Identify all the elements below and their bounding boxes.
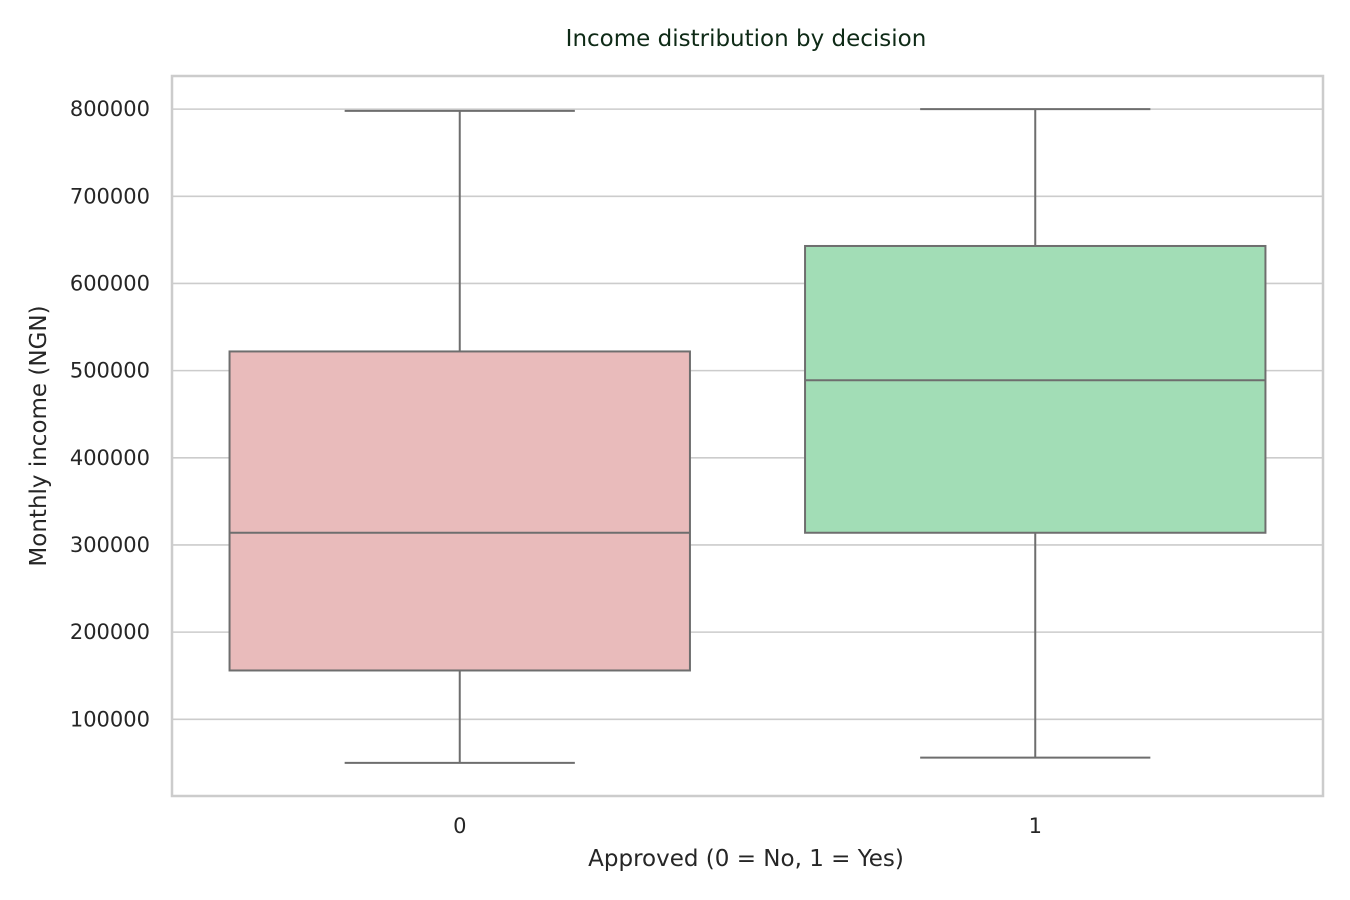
x-tick-label: 0 [453, 814, 466, 838]
y-tick-labels: 100000 200000 300000 400000 500000 600000 7000… [70, 97, 150, 731]
y-tick-label: 400000 [70, 446, 150, 470]
box-group-1 [804, 108, 1267, 759]
y-axis-label: Monthly income (NGN) [26, 305, 52, 566]
boxes [228, 108, 1267, 764]
x-axis-label: Approved (0 = No, 1 = Yes) [588, 846, 904, 872]
y-tick-label: 500000 [70, 359, 150, 383]
y-tick-label: 100000 [70, 707, 150, 731]
iqr-box [804, 244, 1267, 534]
plot-frame [170, 74, 1325, 798]
y-tick-label: 800000 [70, 97, 150, 121]
box-group-0 [228, 109, 691, 764]
chart-title: Income distribution by decision [566, 26, 927, 52]
x-tick-label: 1 [1029, 814, 1042, 838]
y-tick-label: 200000 [70, 620, 150, 644]
y-tick-label: 700000 [70, 184, 150, 208]
y-tick-label: 600000 [70, 271, 150, 295]
y-tick-label: 300000 [70, 533, 150, 557]
iqr-box [228, 350, 691, 672]
